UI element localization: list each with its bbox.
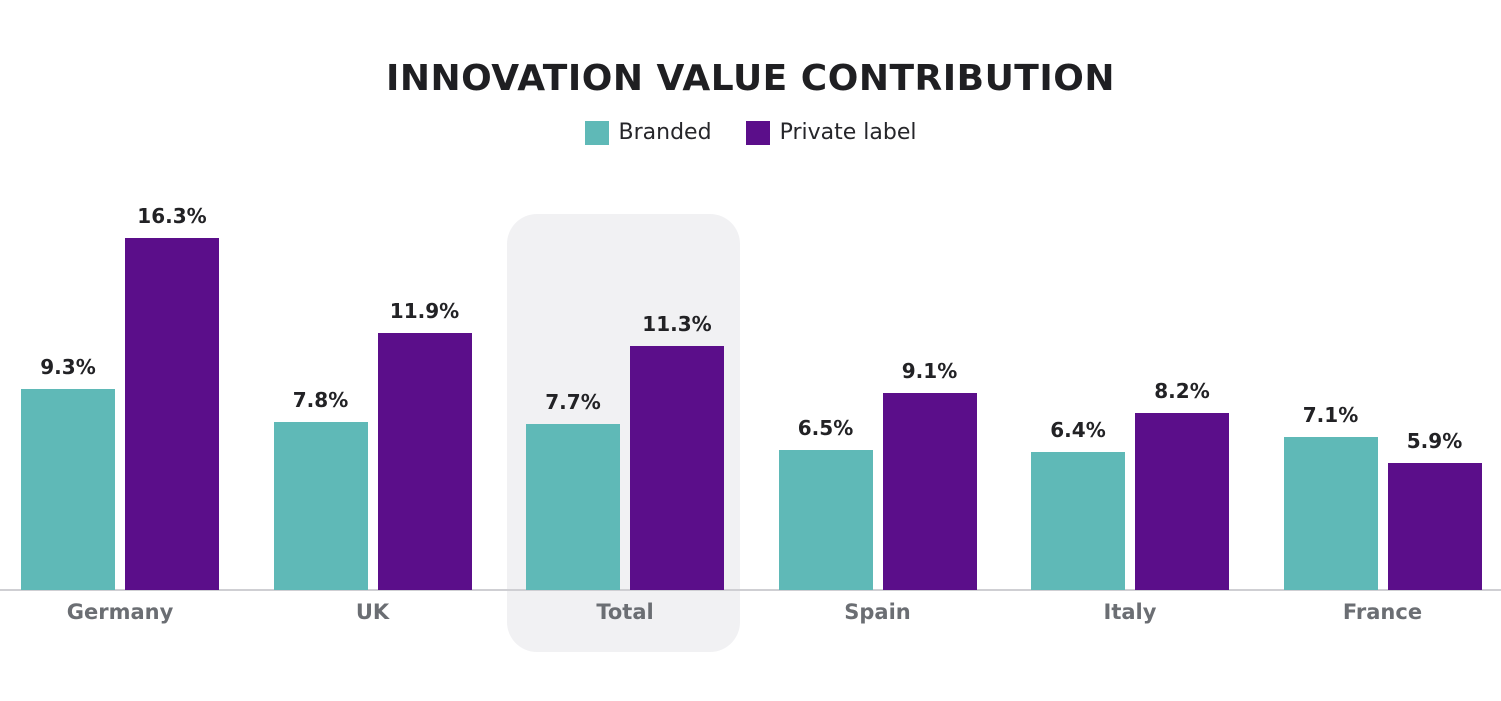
data-label-germany-branded: 9.3% — [40, 355, 96, 380]
bar-total-private-label — [630, 345, 724, 590]
data-label-germany-private-label: 16.3% — [137, 203, 207, 228]
data-label-uk-branded: 7.8% — [292, 387, 349, 412]
category-label-france: France — [1342, 600, 1423, 624]
category-label-total: Total — [596, 600, 654, 624]
legend-item-private-label: Private label — [745, 120, 917, 145]
data-label-spain-branded: 6.5% — [797, 415, 854, 440]
legend-label-branded: Branded — [618, 120, 712, 145]
bar-germany-private-label — [125, 237, 219, 590]
data-label-total-branded: 7.7% — [545, 389, 601, 414]
legend: Branded Private label — [0, 120, 1501, 145]
data-label-uk-private-label: 11.9% — [389, 298, 460, 323]
chart-title: INNOVATION VALUE CONTRIBUTION — [386, 58, 1115, 99]
data-label-france-branded: 7.1% — [1302, 402, 1359, 427]
data-label-spain-private-label: 9.1% — [901, 359, 958, 384]
category-label-germany: Germany — [66, 600, 174, 624]
bar-france-branded — [1283, 436, 1378, 590]
bar-total-branded — [526, 423, 620, 590]
bar-uk-private-label — [377, 332, 472, 590]
category-label-italy: Italy — [1103, 600, 1157, 624]
category-label-uk: UK — [355, 600, 390, 624]
data-label-italy-private-label: 8.2% — [1154, 378, 1210, 403]
bar-italy-private-label — [1135, 412, 1229, 590]
x-axis-line — [0, 589, 1501, 591]
data-label-italy-branded: 6.4% — [1050, 417, 1106, 442]
legend-label-private-label: Private label — [779, 120, 917, 145]
bar-uk-branded — [273, 421, 368, 590]
data-label-total-private-label: 11.3% — [642, 311, 712, 336]
bar-spain-private-label — [882, 393, 977, 590]
data-label-france-private-label: 5.9% — [1406, 428, 1463, 453]
legend-swatch-private-label — [745, 120, 770, 145]
legend-swatch-branded — [584, 120, 609, 145]
bar-italy-branded — [1031, 451, 1125, 590]
category-label-spain: Spain — [844, 600, 911, 624]
bar-france-private-label — [1387, 462, 1482, 590]
bar-germany-branded — [21, 389, 115, 590]
legend-item-branded: Branded — [584, 120, 712, 145]
bar-spain-branded — [778, 449, 873, 590]
